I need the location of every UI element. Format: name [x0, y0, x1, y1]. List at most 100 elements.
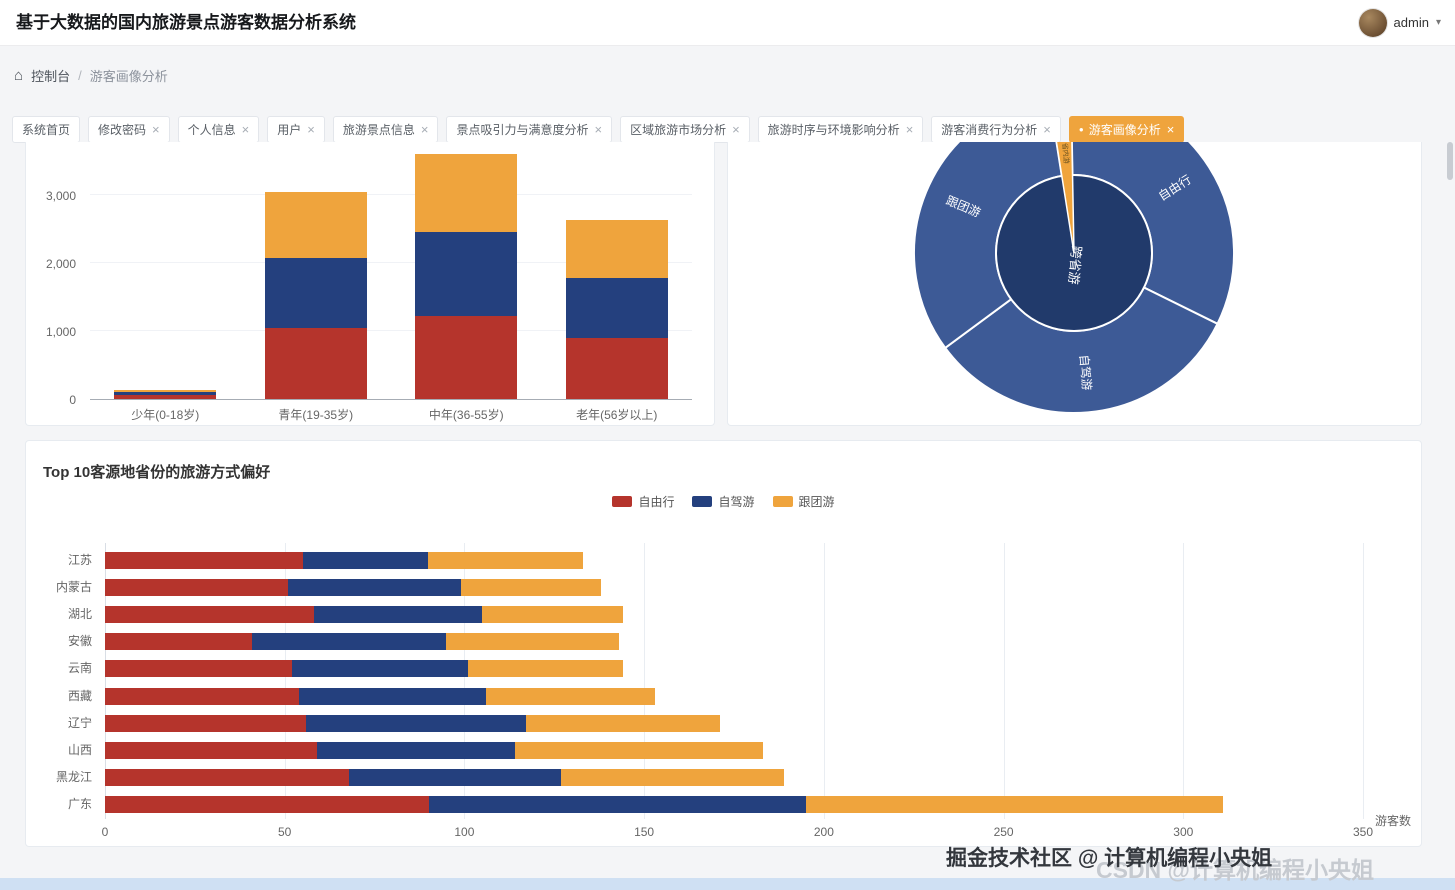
bar-segment [514, 741, 763, 759]
bar-segment [105, 578, 289, 596]
y-category-label: 内蒙古 [55, 579, 92, 594]
gridline [1003, 543, 1005, 819]
bar-segment [114, 394, 217, 399]
sunburst-label-跨省游: 跨省游 [1066, 245, 1084, 285]
bar-segment [105, 605, 314, 623]
tab-游客消费行为分析[interactable]: 游客消费行为分析 × [931, 116, 1061, 143]
breadcrumb-root[interactable]: 控制台 [31, 68, 71, 84]
tab-close-icon[interactable]: × [420, 122, 429, 137]
bar-segment [805, 796, 1223, 814]
bar-segment [264, 327, 367, 399]
bar-slot [241, 142, 392, 399]
x-tick-label: 350 [1352, 825, 1374, 839]
gridline [1183, 543, 1185, 819]
y-category-label: 辽宁 [67, 715, 92, 730]
x-tick-label: 150 [634, 825, 655, 839]
tab-用户[interactable]: 用户 × [267, 116, 325, 143]
tab-旅游时序与环境影响分析[interactable]: 旅游时序与环境影响分析 × [757, 116, 924, 143]
breadcrumb-separator: / [78, 67, 82, 83]
legend-label: 跟团游 [798, 495, 835, 509]
tab-label: 旅游景点信息 [342, 123, 415, 137]
y-tick-label: 2,000 [45, 257, 76, 271]
gridline [90, 262, 692, 263]
tab-close-icon[interactable]: × [732, 122, 740, 137]
province-chart-plot [105, 543, 1364, 819]
tab-label: 游客画像分析 [1088, 123, 1161, 137]
chevron-down-icon: ▾ [1435, 17, 1441, 28]
bottom-strip [0, 878, 1455, 890]
bar-segment [467, 660, 623, 678]
tab-close-icon[interactable]: × [152, 122, 160, 137]
tab-系统首页[interactable]: 系统首页 [12, 116, 81, 143]
bar-segment [561, 769, 785, 787]
bar-青年(19-35岁) [264, 191, 367, 399]
bar-row-辽宁 [105, 714, 720, 732]
gridline [105, 543, 106, 819]
tab-旅游景点信息[interactable]: 旅游景点信息 × [332, 116, 439, 143]
y-tick-label: 0 [69, 393, 76, 407]
x-tick-label: 50 [278, 825, 292, 839]
bar-row-山西 [105, 741, 763, 759]
x-tick-label: 300 [1173, 825, 1194, 839]
bar-segment [105, 551, 303, 569]
tab-label: 用户 [277, 123, 302, 137]
tab-修改密码[interactable]: 修改密码 × [88, 116, 170, 143]
user-menu[interactable]: admin ▾ [1358, 0, 1441, 45]
bar-segment [428, 796, 806, 814]
scrollbar-thumb[interactable] [1447, 142, 1453, 180]
bar-segment [565, 278, 668, 338]
bar-少年(0-18岁) [114, 389, 217, 399]
bar-segment [252, 633, 447, 651]
legend-label: 自由行 [638, 495, 675, 509]
bar-segment [105, 687, 300, 705]
bar-segment [105, 714, 307, 732]
legend-item-跟团游[interactable]: 跟团游 [772, 493, 835, 510]
sunburst-label-省内游: 省内游 [1060, 142, 1071, 164]
bar-segment [565, 337, 668, 399]
bar-segment [264, 191, 367, 259]
y-category-label: 广东 [67, 797, 92, 812]
legend-swatch [692, 496, 713, 507]
tab-bar: 系统首页 修改密码 × 个人信息 × 用户 × 旅游景点信息 × 景点吸引力与满意度分析 × 区域旅游… [12, 116, 1445, 143]
bar-segment [288, 578, 461, 596]
bar-中年(36-55岁) [415, 154, 518, 399]
breadcrumb-current: 游客画像分析 [89, 68, 168, 84]
y-category-label: 安徽 [67, 634, 92, 649]
bar-segment [114, 389, 217, 393]
tab-close-icon[interactable]: × [1166, 122, 1175, 137]
active-tab-dot: ● [1078, 124, 1084, 134]
x-tick-label: 0 [101, 825, 109, 839]
bar-segment [460, 578, 601, 596]
legend-item-自驾游[interactable]: 自驾游 [692, 493, 755, 510]
legend-item-自由行[interactable]: 自由行 [612, 493, 674, 510]
bar-row-广东 [105, 796, 1223, 814]
tab-label: 景点吸引力与满意度分析 [456, 123, 589, 137]
tab-label: 旅游时序与环境影响分析 [767, 123, 900, 137]
tab-close-icon[interactable]: × [241, 122, 250, 137]
tab-close-icon[interactable]: × [307, 122, 315, 137]
bar-row-安徽 [105, 633, 619, 651]
home-icon[interactable]: ⌂ [14, 66, 24, 84]
gridline [284, 543, 286, 819]
tab-close-icon[interactable]: × [905, 122, 914, 137]
watermark-primary: 掘金技术社区 @ 计算机编程小央姐 [946, 847, 1273, 870]
panel-title: Top 10客源地省份的旅游方式偏好 [43, 464, 271, 481]
tab-个人信息[interactable]: 个人信息 × [177, 116, 260, 143]
tab-close-icon[interactable]: × [594, 122, 603, 137]
avatar[interactable] [1358, 8, 1387, 37]
province-xaxis: 0 50 100 150 200 250 300 350 [101, 825, 1373, 841]
y-category-label: 山西 [67, 742, 92, 757]
bar-row-江苏 [105, 551, 584, 569]
tab-close-icon[interactable]: × [1043, 122, 1051, 137]
bar-segment [317, 741, 515, 759]
x-tick-label: 250 [993, 825, 1014, 839]
x-category-label: 少年(0-18岁) [131, 408, 200, 422]
tab-区域旅游市场分析[interactable]: 区域旅游市场分析 × [620, 116, 750, 143]
bar-segment [264, 258, 367, 328]
tab-景点吸引力与满意度分析[interactable]: 景点吸引力与满意度分析 × [446, 116, 613, 143]
bar-segment [105, 660, 292, 678]
tab-游客画像分析[interactable]: ● 游客画像分析 × [1068, 116, 1185, 143]
y-tick-label: 3,000 [45, 189, 76, 203]
